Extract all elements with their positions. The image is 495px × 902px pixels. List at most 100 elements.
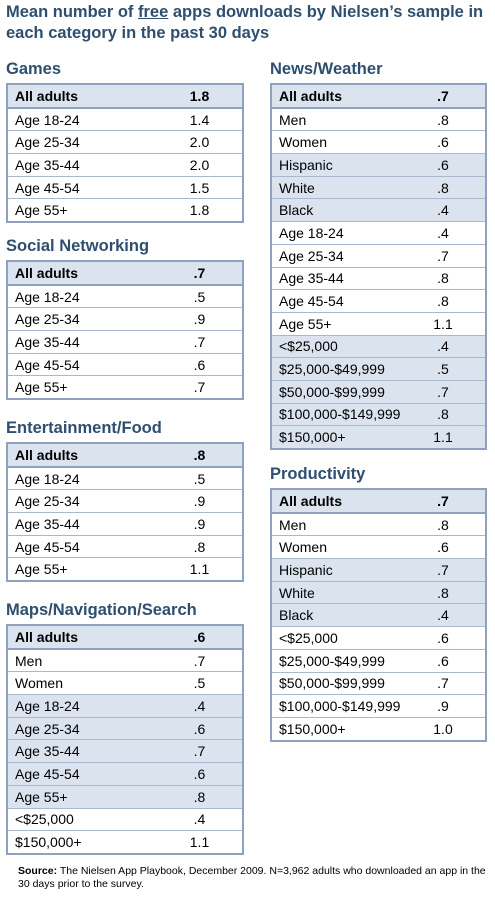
- row-value: .8: [401, 403, 486, 427]
- table-row: Age 55+ .7: [7, 375, 243, 400]
- row-label: All adults: [7, 625, 157, 650]
- row-value: .6: [401, 130, 486, 155]
- table-row: Age 45-54.6: [7, 762, 243, 786]
- data-table: All adults .7 Age 18-24.5 Age 25-34.9 Age 35…: [6, 260, 244, 401]
- row-value: .8: [157, 535, 243, 559]
- row-value: .5: [401, 357, 486, 381]
- row-value: .8: [157, 785, 243, 809]
- row-value: .5: [157, 671, 243, 696]
- row-label: $100,000-$149,999: [271, 403, 401, 427]
- row-label: White: [271, 176, 401, 200]
- table-row: All adults .7: [271, 489, 486, 514]
- row-label: All adults: [7, 261, 157, 286]
- row-label: Hispanic: [271, 558, 401, 582]
- row-value: .5: [157, 466, 243, 491]
- table-row: Age 18-24 1.4: [7, 107, 243, 132]
- table-row: Black .4: [271, 603, 486, 628]
- row-value: .6: [401, 626, 486, 650]
- data-table: All adults 1.8 Age 18-24 1.4 Age 25-34 2.0 Age…: [6, 83, 244, 224]
- row-value: .8: [401, 176, 486, 200]
- row-label: Age 18-24: [7, 284, 157, 309]
- table-row: Age 25-34.9: [7, 489, 243, 514]
- row-label: $50,000-$99,999: [271, 672, 401, 696]
- row-label: $150,000+: [271, 717, 401, 742]
- row-label: Black: [271, 603, 401, 628]
- row-value: .6: [157, 717, 243, 741]
- table-row: $150,000+ 1.0: [271, 717, 486, 742]
- row-label: Age 45-54: [7, 176, 157, 200]
- row-value: .8: [157, 443, 243, 468]
- row-value: 1.8: [157, 84, 243, 109]
- row-value: .6: [401, 535, 486, 560]
- table-row: Age 25-34.9: [7, 307, 243, 332]
- section-title: News/Weather: [270, 60, 383, 78]
- row-value: .4: [401, 221, 486, 245]
- table-row: $150,000+ 1.1: [271, 425, 486, 450]
- table-row: Hispanic .6: [271, 153, 486, 177]
- table-row: <$25,000.6: [271, 626, 486, 650]
- section-games: Games All adults 1.8 Age 18-24 1.4 Age 25-34…: [6, 57, 244, 224]
- source-label: Source:: [18, 865, 58, 877]
- table-row: Age 25-34.7: [271, 244, 486, 268]
- table-row: All adults .7: [7, 261, 243, 286]
- row-label: Age 25-34: [7, 717, 157, 741]
- data-table: All adults .7 Men .8 Women .6 Hispanic .7 White.…: [270, 488, 487, 742]
- table-row: Age 25-34 2.0: [7, 130, 243, 155]
- row-label: Age 35-44: [7, 330, 157, 354]
- row-value: .8: [401, 512, 486, 537]
- section-title: Productivity: [270, 465, 366, 483]
- table-row: All adults .7: [271, 84, 486, 109]
- table-row: Age 55+ 1.8: [7, 198, 243, 223]
- row-value: 1.0: [401, 717, 486, 742]
- row-value: 1.5: [157, 176, 243, 200]
- table-row: Men .7: [7, 648, 243, 673]
- table-row: White .8: [271, 581, 486, 605]
- row-label: Age 25-34: [7, 130, 157, 155]
- table-row: $25,000-$49,999.5: [271, 357, 486, 381]
- row-label: Age 45-54: [271, 289, 401, 313]
- source-note: Source: The Nielsen App Playbook, Decemb…: [18, 865, 488, 891]
- row-value: .5: [157, 284, 243, 309]
- section-productivity: Productivity All adults .7 Men .8 Women .6 His…: [270, 462, 487, 742]
- row-value: .6: [157, 625, 243, 650]
- row-value: 1.1: [157, 830, 243, 855]
- row-label: $50,000-$99,999: [271, 380, 401, 404]
- title-post: apps downloads by Nielsen’s sample in ea…: [6, 3, 484, 42]
- title-underlined: free: [138, 3, 169, 21]
- row-value: .7: [157, 375, 243, 400]
- table-row: Age 35-44 2.0: [7, 153, 243, 177]
- section-title: Social Networking: [6, 237, 150, 255]
- row-label: Age 18-24: [271, 221, 401, 245]
- row-label: Men: [7, 648, 157, 673]
- row-label: All adults: [7, 443, 157, 468]
- row-value: .9: [157, 307, 243, 332]
- row-value: 2.0: [157, 130, 243, 155]
- row-label: All adults: [271, 84, 401, 109]
- section-news-weather: News/Weather All adults .7 Men .8 Women .6 His…: [270, 57, 487, 450]
- row-label: White: [271, 581, 401, 605]
- row-label: All adults: [7, 84, 157, 109]
- row-label: Age 55+: [7, 375, 157, 400]
- row-value: .7: [157, 261, 243, 286]
- row-label: <$25,000: [271, 335, 401, 359]
- row-value: 1.4: [157, 107, 243, 132]
- row-label: $25,000-$49,999: [271, 357, 401, 381]
- table-row: All adults .8: [7, 443, 243, 468]
- row-label: Men: [271, 512, 401, 537]
- row-label: Age 18-24: [7, 466, 157, 491]
- table-row: Black .4: [271, 198, 486, 223]
- row-value: 1.8: [157, 198, 243, 223]
- section-entertainment-food: Entertainment/Food All adults .8 Age 18-24…: [6, 416, 244, 583]
- data-table: All adults .7 Men .8 Women .6 Hispanic .6 White.…: [270, 83, 487, 450]
- row-value: .6: [157, 762, 243, 786]
- row-label: Age 45-54: [7, 353, 157, 377]
- row-value: .6: [401, 649, 486, 673]
- table-row: Age 45-54.6: [7, 353, 243, 377]
- table-row: Age 35-44.7: [7, 330, 243, 354]
- data-table: All adults .8 Age 18-24.5 Age 25-34.9 Age 35…: [6, 442, 244, 583]
- row-label: Age 55+: [271, 312, 401, 336]
- row-value: .7: [157, 739, 243, 764]
- row-label: Age 25-34: [7, 307, 157, 332]
- table-row: $100,000-$149,999.8: [271, 403, 486, 427]
- table-row: Age 25-34.6: [7, 717, 243, 741]
